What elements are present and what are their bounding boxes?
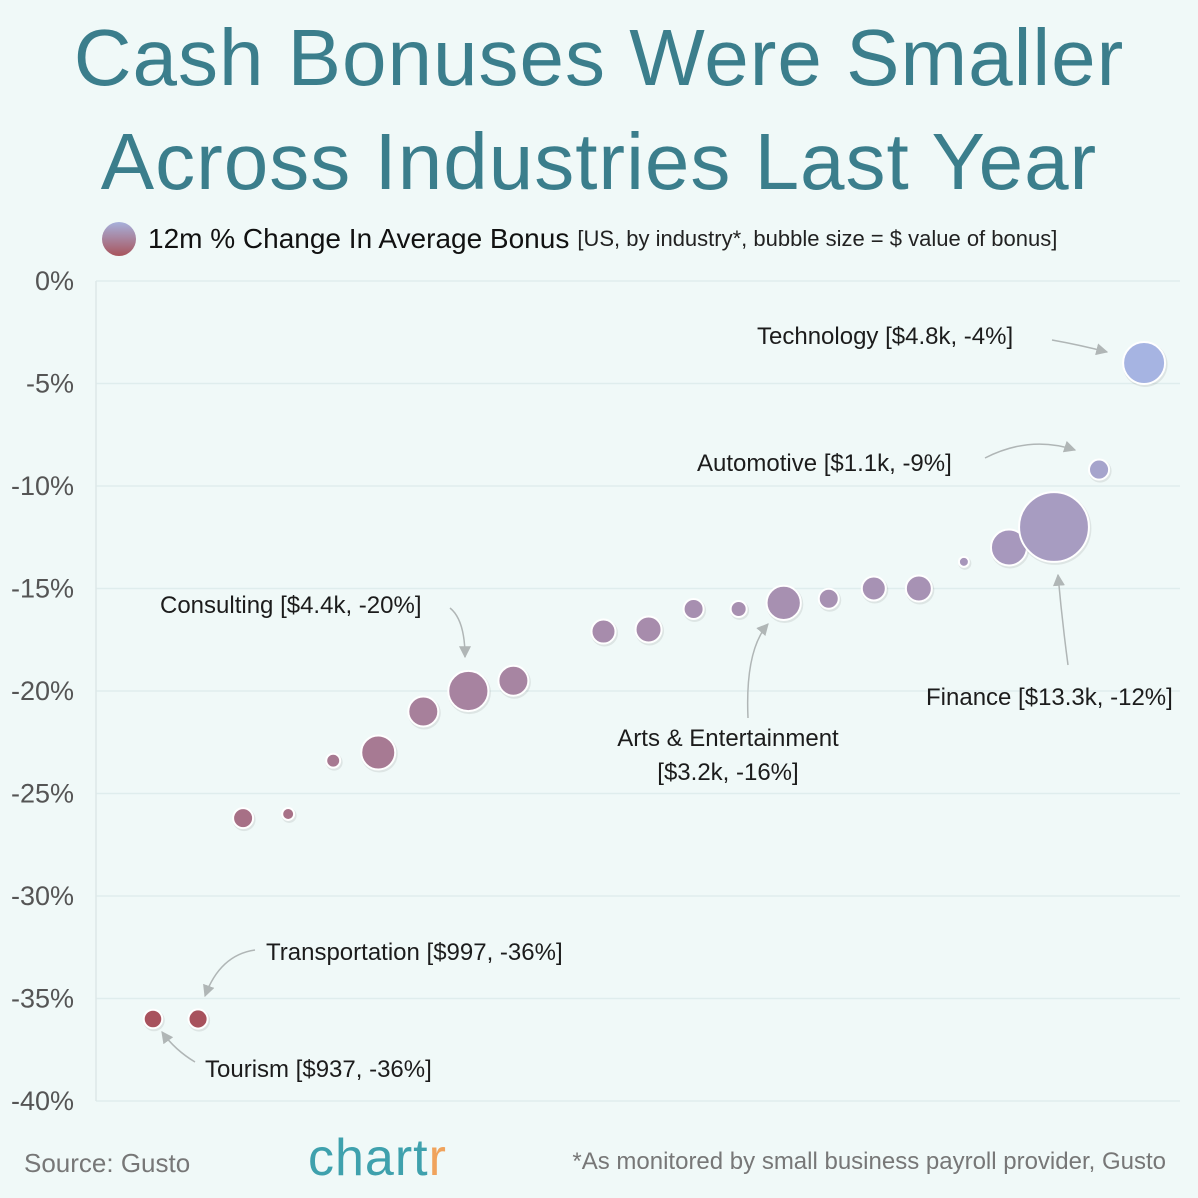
automotive-label: Automotive [$1.1k, -9%] <box>697 450 952 477</box>
arts-label-line-1: Arts & Entertainment <box>617 725 839 752</box>
y-tick-label: -25% <box>11 779 74 809</box>
chartr-logo: chartr <box>308 1128 447 1188</box>
bubble <box>325 752 342 769</box>
source-text: Source: Gusto <box>24 1148 191 1178</box>
consulting-arrow <box>449 607 471 659</box>
bubble <box>765 584 802 621</box>
y-tick-label: -5% <box>26 369 74 399</box>
bubble <box>729 599 748 619</box>
y-tick-label: 0% <box>35 266 74 296</box>
bubble <box>360 734 397 771</box>
bubble <box>817 587 840 610</box>
tourism-label: Tourism [$937, -36%] <box>205 1056 432 1083</box>
bubble <box>447 669 490 713</box>
bubble <box>142 1008 164 1030</box>
legend-bubble-icon <box>102 222 136 256</box>
bubble <box>232 807 255 830</box>
logo-text: chart <box>308 1129 429 1187</box>
arts-arrow <box>746 623 769 719</box>
technology-arrow <box>1051 339 1109 356</box>
finance-arrow <box>1052 573 1069 666</box>
bubble <box>957 555 970 568</box>
y-tick-label: -35% <box>11 984 74 1014</box>
legend-label: 12m % Change In Average Bonus <box>148 223 570 254</box>
chart-title-line-1: Cash Bonuses Were Smaller <box>73 13 1125 102</box>
bubble <box>634 615 663 644</box>
bubble <box>860 575 887 602</box>
bubble <box>187 1008 209 1030</box>
legend: 12m % Change In Average Bonus [US, by in… <box>102 222 1057 256</box>
transportation-arrow <box>203 949 256 998</box>
chart-title-line-2: Across Industries Last Year <box>100 117 1098 206</box>
bubble <box>904 574 933 603</box>
automotive-arrow <box>984 440 1077 459</box>
technology-label: Technology [$4.8k, -4%] <box>757 323 1013 350</box>
bubble <box>407 695 440 728</box>
y-tick-label: -30% <box>11 881 74 911</box>
consulting-label: Consulting [$4.4k, -20%] <box>160 592 421 619</box>
bubble <box>590 618 617 645</box>
legend-subtitle: [US, by industry*, bubble size = $ value… <box>577 226 1058 251</box>
y-tick-label: -20% <box>11 676 74 706</box>
bubble <box>1018 491 1090 563</box>
y-tick-label: -15% <box>11 574 74 604</box>
bubble <box>1088 458 1111 481</box>
bubble <box>497 664 530 697</box>
y-tick-label: -10% <box>11 471 74 501</box>
bubble <box>1122 341 1167 385</box>
transportation-label: Transportation [$997, -36%] <box>266 939 563 966</box>
arts-label-line-2: [$3.2k, -16%] <box>657 759 798 786</box>
y-tick-label: -40% <box>11 1086 74 1116</box>
logo-text-r: r <box>428 1129 447 1187</box>
footnote: *As monitored by small business payroll … <box>572 1148 1166 1175</box>
finance-label: Finance [$13.3k, -12%] <box>926 684 1173 711</box>
tourism-arrow <box>161 1031 196 1063</box>
bubble <box>281 807 296 821</box>
bubble <box>682 598 705 620</box>
